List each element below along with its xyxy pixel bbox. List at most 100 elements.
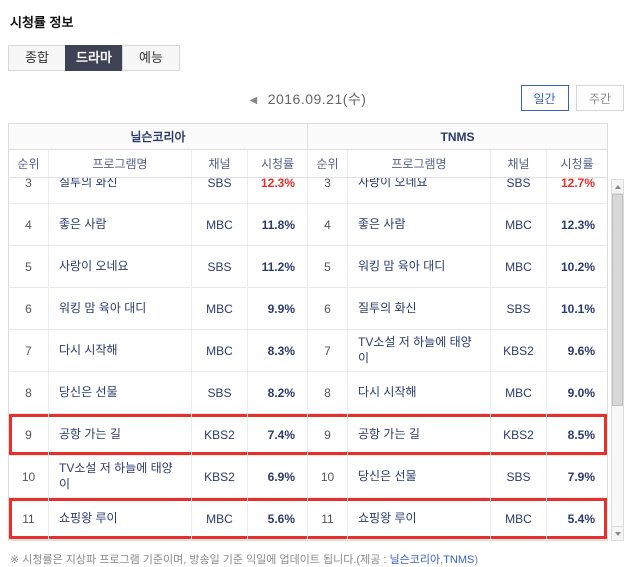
channel-cell: MBC [192,498,248,539]
program-cell: 좋은 사람 [348,204,491,245]
table-viewport: 3 질투의 화신 SBS 12.3% 3 사랑이 오네요 SBS 12.7% 4 좋은 사람 MBC… [9,178,607,540]
rank-cell: 9 [9,414,49,455]
arrow-down-icon [614,531,621,536]
period-toggle: 일간 주간 [518,85,624,111]
rank-cell: 10 [9,456,49,497]
rating-cell: 8.3% [248,330,308,371]
table-row: 11 쇼핑왕 루이 MBC 5.6% 11 쇼핑왕 루이 MBC 5.4% [9,498,607,540]
rating-cell: 12.3% [560,217,595,232]
table-row: 3 질투의 화신 SBS 12.3% 3 사랑이 오네요 SBS 12.7% [9,178,607,204]
table-row: 4 좋은 사람 MBC 11.8% 4 좋은 사람 MBC 12.3% [9,204,607,246]
program-cell: 사랑이 오네요 [49,246,192,287]
scrollbar-track[interactable] [611,194,624,526]
channel-cell: KBS2 [491,330,547,371]
rank-cell: 4 [9,204,49,245]
page-title: 시청률 정보 [10,15,74,30]
program-cell: 쇼핑왕 루이 [49,498,192,539]
tnms-link[interactable]: TNMS [443,554,475,566]
channel-cell: KBS2 [192,414,248,455]
program-cell: 당신은 선물 [49,372,192,413]
channel-cell: MBC [491,372,547,413]
channel-header: 채널 [192,150,248,177]
channel-cell: KBS2 [192,456,248,497]
channel-cell: MBC [491,498,547,539]
current-date: 2016.09.21(수) [267,91,367,107]
program-cell: TV소설 저 하늘에 태양이 [348,330,491,371]
program-cell: 다시 시작해 [49,330,192,371]
scrollbar-thumb[interactable] [612,194,623,407]
table-row: 10 TV소설 저 하늘에 태양이 KBS2 6.9% 10 당신은 선물 SBS 7.9% [9,456,607,498]
table-row: 8 당신은 선물 SBS 8.2% 8 다시 시작해 MBC 9.0% [9,372,607,414]
rating-cell: 7.9% [567,469,595,484]
rating-header: 시청률 [248,150,308,177]
table-row: 6 워킹 맘 육아 대디 MBC 9.9% 6 질투의 화신 SBS 10.1% [9,288,607,330]
tab-drama[interactable]: 드라마 [65,45,123,71]
channel-cell: MBC [491,204,547,245]
rank-cell: 11 [308,498,348,539]
rank-cell: 4 [308,204,348,245]
channel-cell: SBS [491,288,547,329]
table-row: 5 사랑이 오네요 SBS 11.2% 5 워킹 맘 육아 대디 MBC 10.2% [9,246,607,288]
rank-cell: 3 [9,178,49,203]
ratings-table-body: 닐슨코리아 TNMS 순위 프로그램명 채널 시청률 순위 프로그램명 채널 시… [8,123,608,541]
rating-cell: 8.2% [248,372,308,413]
rating-cell: 10.2% [560,259,595,274]
channel-cell: SBS [192,178,248,203]
rating-cell: 12.3% [248,178,308,203]
arrow-up-icon [614,184,621,189]
channel-cell: KBS2 [491,414,547,455]
rank-cell: 7 [308,330,348,371]
rank-cell: 10 [308,456,348,497]
rating-cell: 12.7% [560,178,595,190]
program-cell: 질투의 화신 [49,178,192,203]
controls-row: ◀ 2016.09.21(수) 일간 주간 [8,85,624,113]
program-cell: 워킹 맘 육아 대디 [348,246,491,287]
footer-notice: ※ 시청률은 지상파 프로그램 기준이며, 방송일 기준 익일에 업데이트 됩니… [8,551,621,567]
channel-cell: SBS [192,372,248,413]
scroll-up-button[interactable] [611,179,624,194]
program-cell: 공항 가는 길 [49,414,192,455]
tab-overall[interactable]: 종합 [8,45,66,71]
program-cell: 사랑이 오네요 [348,178,491,203]
rank-cell: 8 [9,372,49,413]
rank-header: 순위 [308,150,348,177]
table-row: 9 공항 가는 길 KBS2 7.4% 9 공항 가는 길 KBS2 8.5% [9,414,607,456]
rank-cell: 7 [9,330,49,371]
rank-cell: 8 [308,372,348,413]
source-nielsen: 닐슨코리아 [9,124,308,149]
rank-cell: 6 [9,288,49,329]
channel-cell: MBC [192,330,248,371]
column-header-row: 순위 프로그램명 채널 시청률 순위 프로그램명 채널 시청률 [9,150,607,178]
channel-cell: SBS [491,178,547,203]
rating-cell: 10.1% [560,301,595,316]
rating-cell: 5.6% [248,498,308,539]
program-header: 프로그램명 [49,150,192,177]
ratings-table: 닐슨코리아 TNMS 순위 프로그램명 채널 시청률 순위 프로그램명 채널 시… [8,123,624,541]
rating-cell: 9.9% [248,288,308,329]
daily-button[interactable]: 일간 [520,85,569,111]
channel-cell: SBS [491,456,547,497]
rating-cell: 7.4% [248,414,308,455]
table-row: 7 다시 시작해 MBC 8.3% 7 TV소설 저 하늘에 태양이 KBS2 9.6% [9,330,607,372]
nielsen-link[interactable]: 닐슨코리아 [389,554,441,566]
rating-header: 시청률 [560,157,594,171]
tab-variety[interactable]: 예능 [122,45,180,71]
program-cell: 질투의 화신 [348,288,491,329]
rating-cell: 11.8% [248,204,308,245]
footer-close: ) [474,554,479,566]
rating-cell: 9.6% [567,343,595,358]
table-scrollbar[interactable] [611,179,624,541]
rank-cell: 11 [9,498,49,539]
scroll-down-button[interactable] [611,526,624,541]
date-navigator: ◀ 2016.09.21(수) [8,85,608,113]
rating-cell: 11.2% [248,246,308,287]
rating-cell: 5.4% [567,511,595,526]
prev-date-button[interactable]: ◀ [249,95,258,106]
channel-cell: SBS [192,246,248,287]
program-header: 프로그램명 [348,150,491,177]
weekly-button[interactable]: 주간 [576,85,624,111]
program-cell: 당신은 선물 [348,456,491,497]
rank-header: 순위 [9,150,49,177]
channel-cell: MBC [192,204,248,245]
